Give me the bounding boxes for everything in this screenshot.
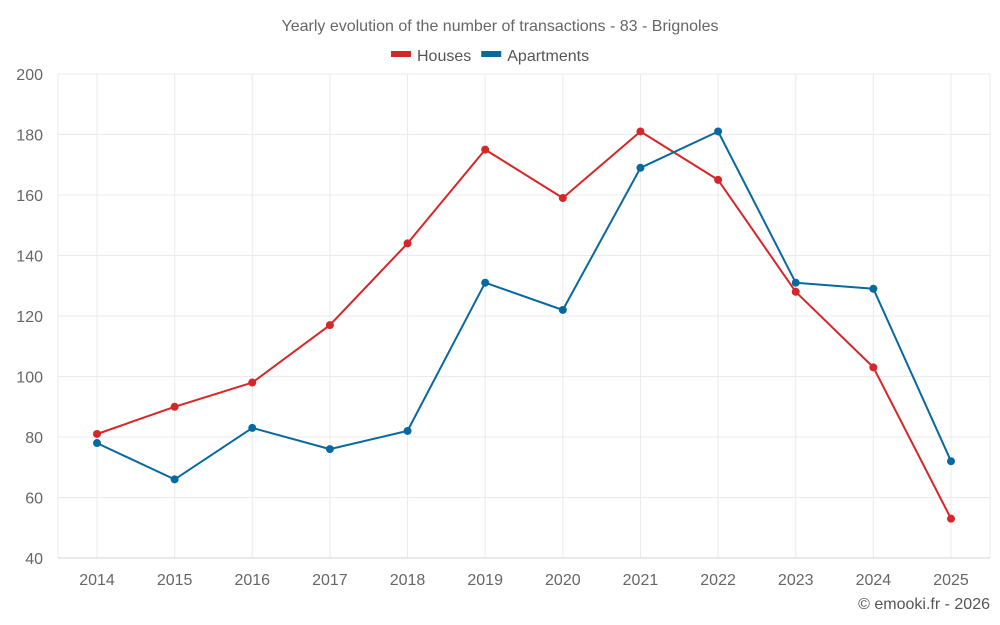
houses-point [481, 145, 490, 154]
legend-label: Apartments [507, 48, 589, 65]
houses-line [96, 130, 952, 520]
houses-point [248, 378, 257, 387]
apartments-point [558, 305, 567, 314]
x-tick-label: 2017 [312, 572, 348, 589]
legend-label: Houses [417, 48, 471, 65]
y-tick-label: 140 [16, 249, 43, 266]
houses-point [869, 363, 878, 372]
y-tick-label: 40 [25, 551, 43, 568]
apartments-point [248, 423, 257, 432]
houses-point [93, 429, 101, 438]
apartments-line [96, 130, 952, 481]
apartments-point [403, 426, 412, 435]
apartments-point [791, 278, 800, 287]
grid [57, 73, 991, 558]
legend-item-apartments: Apartments [481, 48, 589, 65]
y-tick-label: 160 [16, 188, 43, 205]
axes: 40 60 80 100 120 140 160 180 200 2014 2015 2016 2017… [16, 67, 990, 589]
houses-point [325, 321, 334, 330]
y-tick-label: 200 [16, 67, 43, 84]
x-tick-label: 2019 [467, 572, 503, 589]
x-tick-label: 2022 [700, 572, 736, 589]
y-tick-label: 60 [25, 491, 43, 508]
apartments-point [636, 163, 645, 172]
houses-point [558, 194, 567, 203]
y-tick-label: 100 [16, 370, 43, 387]
x-tick-label: 2023 [778, 572, 814, 589]
apartments-point [714, 127, 723, 136]
apartments-point [170, 475, 179, 484]
x-tick-label: 2018 [390, 572, 426, 589]
apartments-point [93, 439, 101, 448]
series-houses [93, 127, 955, 523]
apartments-point [947, 457, 955, 466]
apartments-point [869, 284, 878, 293]
x-tick-label: 2015 [157, 572, 193, 589]
apartments-point [481, 278, 490, 287]
legend-item-houses: Houses [391, 48, 471, 65]
x-tick-label: 2014 [79, 572, 115, 589]
y-tick-label: 80 [25, 430, 43, 447]
houses-point [714, 175, 723, 184]
legend: Houses Apartments [391, 48, 589, 65]
legend-swatch [481, 51, 502, 57]
houses-point [947, 514, 955, 523]
apartments-point [325, 445, 334, 454]
x-tick-label: 2025 [933, 572, 969, 589]
credit-text: © emooki.fr - 2026 [858, 596, 990, 613]
legend-swatch [391, 51, 411, 57]
x-tick-label: 2021 [623, 572, 659, 589]
x-tick-label: 2016 [234, 572, 270, 589]
x-tick-label: 2020 [545, 572, 581, 589]
houses-point [170, 402, 179, 411]
chart-title: Yearly evolution of the number of transa… [282, 18, 719, 35]
houses-point [791, 287, 800, 296]
x-tick-label: 2024 [856, 572, 892, 589]
y-tick-label: 180 [16, 128, 43, 145]
series-group [93, 127, 955, 523]
houses-point [636, 127, 645, 136]
series-apartments [93, 127, 955, 484]
y-tick-label: 120 [16, 309, 43, 326]
houses-point [403, 239, 412, 248]
